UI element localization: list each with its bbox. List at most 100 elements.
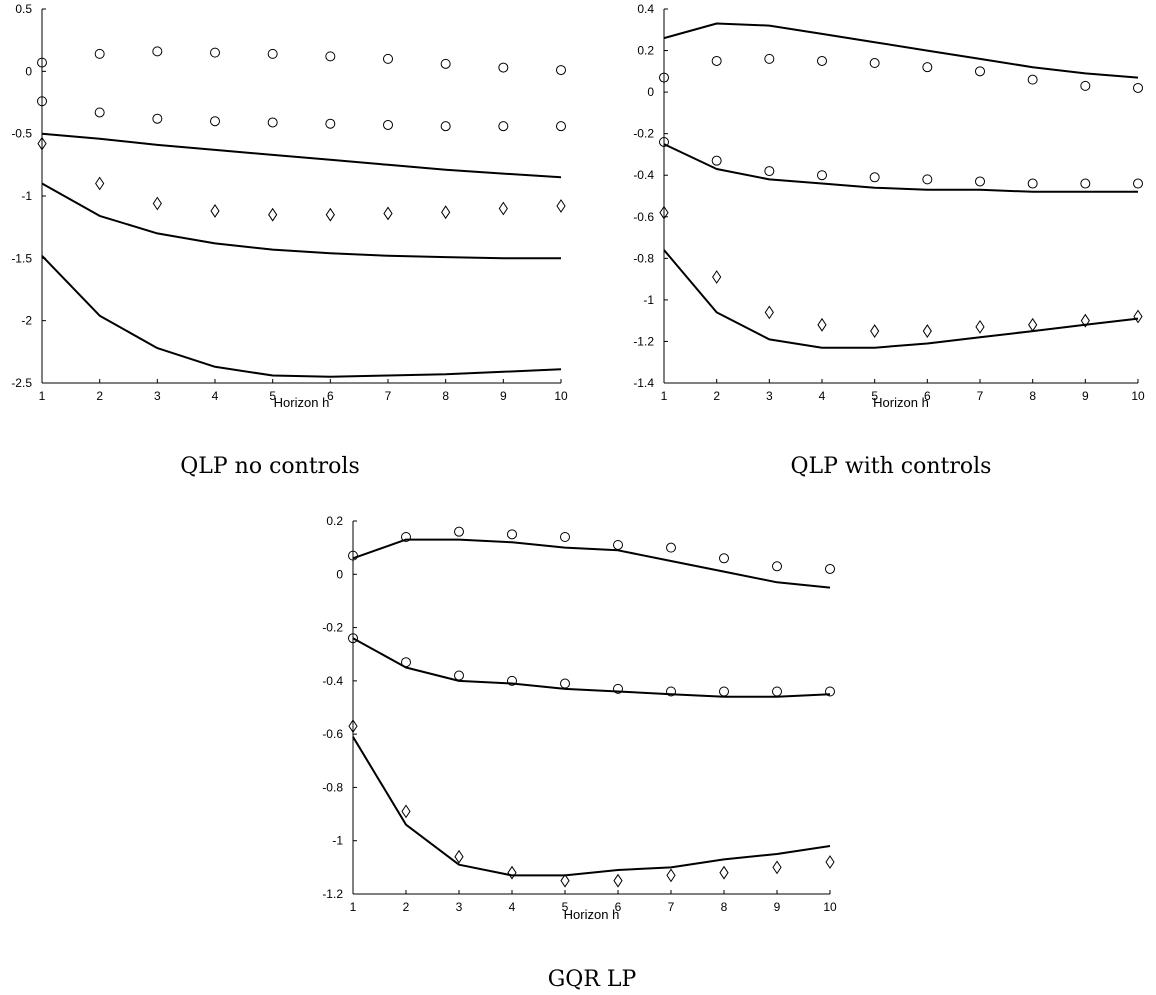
chart-caption: QLP with controls	[791, 454, 992, 479]
y-tick-label: -1	[332, 834, 343, 848]
x-tick-label: 5	[562, 900, 569, 914]
x-tick-label: 10	[823, 900, 837, 914]
y-tick-label: 0	[336, 567, 343, 581]
circle-marker	[1080, 178, 1091, 189]
diamond-marker	[975, 319, 985, 334]
x-tick-label: 8	[721, 900, 728, 914]
diamond-marker	[454, 849, 464, 864]
circle-marker	[556, 121, 566, 132]
circle-marker	[556, 65, 566, 76]
y-tick-label: -0.8	[633, 251, 654, 265]
circle-marker	[659, 72, 669, 83]
x-tick-label: 7	[385, 389, 392, 403]
x-tick-label: 10	[554, 389, 568, 403]
diamond-marker	[37, 136, 47, 151]
y-tick-label: -0.6	[322, 727, 343, 741]
circle-marker	[1133, 82, 1143, 93]
diamond-marker	[1133, 309, 1143, 324]
diamond-marker	[772, 860, 782, 875]
chart-caption: GQR LP	[548, 967, 637, 992]
circle-marker	[348, 633, 358, 644]
x-tick-label: 3	[456, 900, 463, 914]
x-tick-label: 2	[96, 389, 103, 403]
series-line-1	[352, 538, 831, 589]
circle-marker	[922, 174, 933, 185]
x-tick-label: 2	[713, 389, 720, 403]
circle-marker	[711, 155, 722, 166]
circle-marker	[454, 526, 464, 537]
circle-marker	[210, 47, 220, 58]
y-tick-label: -2.5	[11, 376, 32, 390]
diamond-marker	[817, 317, 827, 332]
y-tick-label: -1.2	[322, 887, 343, 901]
y-tick-label: 0.2	[326, 514, 343, 528]
y-tick-label: -1	[21, 189, 32, 203]
circle-marker	[659, 136, 669, 147]
y-tick-label: -0.4	[633, 168, 654, 182]
y-tick-label: 0.4	[637, 2, 654, 16]
circle-marker	[869, 172, 880, 183]
circle-marker	[869, 58, 880, 69]
diamond-marker	[507, 865, 517, 880]
chart-panel-1: 1 2 3 4 5 6 7 8 9 10 0.5 0 -0.5 -1 -1.5 -2 -2.5 Horizon h…	[11, 2, 568, 479]
circle-marker	[210, 116, 220, 127]
y-tick-label: -2	[21, 314, 32, 328]
x-tick-label: 6	[327, 389, 334, 403]
circle-marker	[764, 166, 775, 177]
chart-panel-3: 1 2 3 4 5 6 7 8 9 10 0.2 0 -0.2 -0.4 -0.6 -0.8 -1 -1.2 Hor…	[322, 514, 837, 992]
diamond-marker	[348, 719, 358, 734]
circle-marker	[37, 57, 47, 68]
y-tick-label: 0.2	[637, 44, 654, 58]
diamond-marker	[825, 855, 835, 869]
x-tick-label: 2	[403, 900, 410, 914]
x-axis-label: Horizon h	[873, 395, 929, 410]
y-tick-label: 0	[25, 64, 32, 78]
x-tick-label: 1	[39, 389, 46, 403]
circle-marker	[498, 62, 509, 73]
series-line-2	[663, 143, 1138, 193]
circle-marker	[666, 542, 676, 553]
series-line-1	[663, 22, 1139, 79]
chart-panel-2: 1 2 3 4 5 6 7 8 9 10 0.4 0.2 0 -0.2 -0.4 -0.6 -0.8 -1 -1.2…	[633, 2, 1145, 479]
x-tick-label: 6	[924, 389, 931, 403]
x-tick-label: 5	[269, 389, 276, 403]
circle-marker	[1027, 74, 1038, 85]
circle-marker	[498, 121, 509, 132]
circle-marker	[560, 678, 570, 689]
x-tick-label: 1	[661, 389, 668, 403]
x-tick-label: 7	[977, 389, 984, 403]
circle-marker	[348, 550, 358, 561]
y-tick-label: -0.5	[11, 127, 32, 141]
circle-marker	[719, 553, 729, 564]
circle-marker	[613, 539, 623, 550]
circle-marker	[975, 176, 985, 187]
circle-marker	[825, 686, 835, 697]
circle-marker	[152, 113, 163, 124]
x-tick-label: 5	[871, 389, 878, 403]
circle-marker	[1133, 178, 1143, 189]
diamond-marker	[719, 865, 729, 880]
diamond-marker	[659, 205, 669, 220]
x-tick-label: 4	[509, 900, 516, 914]
x-tick-label: 9	[500, 389, 507, 403]
circle-marker	[267, 117, 278, 128]
x-tick-label: 3	[154, 389, 161, 403]
y-tick-label: -0.8	[322, 780, 343, 794]
series-line-2	[352, 637, 831, 698]
diamond-marker	[268, 207, 278, 222]
series-line-2	[41, 182, 561, 260]
circle-marker	[825, 563, 835, 574]
x-tick-label: 3	[766, 389, 773, 403]
circle-marker	[152, 46, 163, 57]
diamond-marker	[870, 324, 880, 338]
y-tick-label: -0.6	[633, 210, 654, 224]
circle-marker	[401, 657, 411, 668]
circle-marker	[454, 670, 464, 681]
y-tick-label: 0.5	[15, 2, 32, 16]
circle-marker	[719, 686, 729, 697]
x-axis-label: Horizon h	[274, 395, 330, 410]
circle-marker	[711, 55, 722, 66]
diamond-marker	[560, 873, 570, 888]
y-tick-label: -0.2	[322, 621, 343, 635]
